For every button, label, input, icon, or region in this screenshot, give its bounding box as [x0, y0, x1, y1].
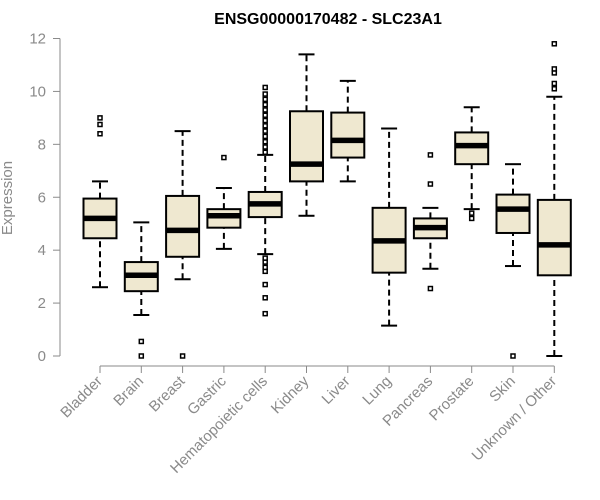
box-brain [123, 221, 159, 359]
outlier-point [262, 310, 268, 317]
outlier-point [262, 101, 268, 108]
outlier-point [262, 107, 268, 113]
box-lung [371, 127, 407, 327]
outlier-point [262, 138, 268, 145]
outlier-point [97, 115, 103, 121]
boxes-group [82, 41, 572, 359]
x-tick-label-skin: Skin [486, 373, 519, 406]
outlier-point [97, 131, 103, 137]
iqr-box [165, 194, 201, 258]
y-tick-label: 4 [38, 242, 46, 259]
outlier-point [262, 128, 268, 134]
outlier-point [551, 66, 558, 72]
outlier-point [551, 86, 558, 92]
outlier-point [427, 181, 434, 187]
outlier-point [262, 117, 268, 124]
outlier-point [262, 255, 268, 261]
outlier-point [262, 144, 268, 150]
box-prostate [454, 106, 490, 222]
box-kidney [289, 53, 324, 217]
x-tick-label-liver: Liver [319, 373, 354, 408]
x-tick-label-bladder: Bladder [57, 373, 106, 422]
iqr-box [536, 198, 572, 277]
box-bladder [82, 115, 118, 289]
x-tick-label-prostate: Prostate [426, 373, 478, 425]
outlier-point [262, 149, 268, 156]
outlier-point [262, 91, 268, 97]
y-tick-label: 8 [38, 136, 46, 153]
outlier-point [262, 123, 268, 129]
outlier-point [468, 210, 475, 216]
box-hematopoietic-cells [247, 84, 283, 317]
y-tick-label: 10 [29, 83, 46, 100]
x-tick-label-kidney: Kidney [268, 372, 313, 417]
chart-title: ENSG00000170482 - SLC23A1 [214, 11, 442, 28]
outlier-point [427, 152, 434, 158]
outlier-point [262, 133, 268, 140]
outlier-point [138, 338, 145, 345]
outlier-point [262, 84, 268, 91]
box-skin [495, 163, 531, 359]
outlier-point [221, 154, 227, 161]
iqr-box [330, 111, 366, 159]
box-gastric [206, 154, 242, 250]
box-liver [330, 79, 366, 183]
box-breast [165, 130, 201, 359]
iqr-box [289, 110, 324, 183]
iqr-box [495, 193, 531, 234]
y-tick-label: 6 [38, 189, 46, 206]
box-pancreas [412, 152, 448, 292]
outlier-point [551, 41, 558, 47]
outlier-point [262, 295, 268, 301]
outlier-point [262, 112, 268, 118]
outlier-point [427, 285, 434, 292]
y-tick-label: 2 [38, 295, 46, 312]
outlier-point [262, 96, 268, 103]
x-tick-label-brain: Brain [110, 373, 147, 410]
y-tick-label: 12 [29, 31, 46, 48]
outlier-point [510, 353, 516, 359]
outlier-point [468, 215, 475, 222]
y-axis: 0 2 4 6 8 10 12 [29, 31, 61, 365]
box-unknown-other [536, 41, 572, 357]
outlier-point [551, 80, 558, 87]
outlier-point [97, 121, 103, 128]
y-axis-label: Expression [0, 161, 16, 235]
outlier-point [262, 281, 268, 288]
x-tick-label-lung: Lung [359, 373, 395, 409]
outlier-point [179, 353, 186, 359]
x-tick-label-breast: Breast [146, 372, 189, 415]
outlier-point [138, 353, 145, 359]
outlier-point [262, 264, 268, 271]
y-tick-label: 0 [38, 348, 46, 365]
